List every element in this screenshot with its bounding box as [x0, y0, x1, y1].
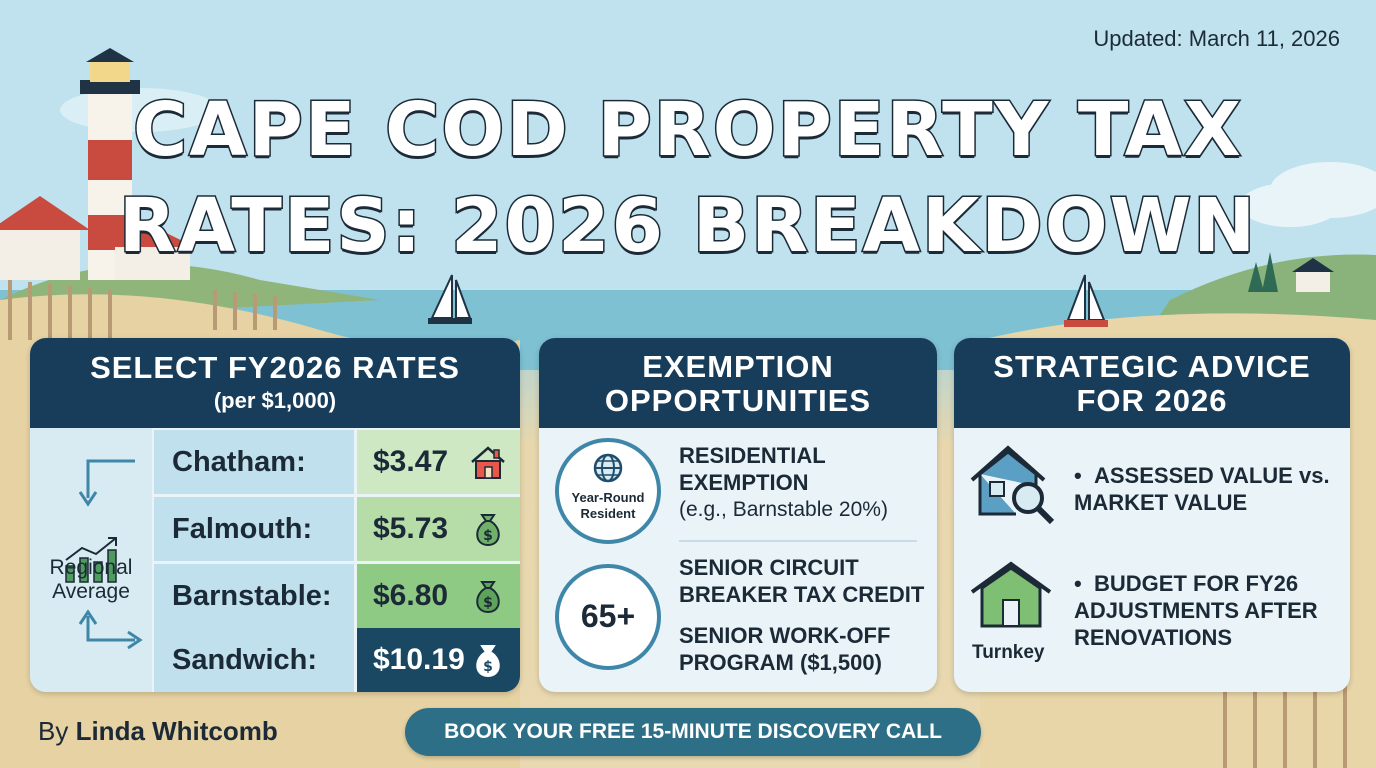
author-name: Linda Whitcomb	[75, 716, 278, 746]
town-label: Falmouth:	[154, 497, 354, 561]
residential-exemption: RESIDENTIAL EXEMPTION (e.g., Barnstable …	[679, 442, 929, 523]
town-label: Sandwich:	[154, 628, 354, 692]
rate-cell: $6.80 $	[357, 564, 520, 628]
money-bag-icon: $	[476, 514, 500, 547]
rates-panel-subtitle: (per $1,000)	[213, 388, 337, 413]
svg-text:$: $	[483, 528, 493, 544]
svg-text:$: $	[483, 659, 493, 675]
house-icon	[471, 446, 505, 479]
rate-row-chatham: Chatham: $3.47	[154, 430, 520, 494]
rate-value: $3.47	[373, 445, 449, 478]
rates-panel-title: SELECT FY2026 RATES	[90, 350, 460, 385]
bar-chart-icon	[65, 537, 117, 583]
house-search-icon	[970, 445, 1055, 525]
rate-cell: $10.19 $	[357, 628, 520, 692]
advice-item-assessed-value: • ASSESSED VALUE vs. MARKET VALUE	[1074, 462, 1334, 516]
title-line-2: RATES: 2026 BREAKDOWN	[117, 182, 1258, 271]
residential-exemption-title: RESIDENTIAL EXEMPTION	[679, 443, 826, 495]
town-label: Chatham:	[154, 430, 354, 494]
exemptions-title-line-2: OPPORTUNITIES	[604, 383, 872, 418]
resident-badge-label: Year-Round Resident	[571, 490, 645, 521]
rate-value: $6.80	[373, 579, 449, 612]
bullet: •	[1074, 571, 1082, 596]
advice-panel: STRATEGIC ADVICE FOR 2026 • ASSESSED VALU…	[954, 338, 1350, 692]
rates-panel-header: SELECT FY2026 RATES (per $1,000)	[30, 338, 520, 428]
advice-item-budget: • BUDGET FOR FY26 ADJUSTMENTS AFTER RENOV…	[1074, 570, 1344, 651]
sailboat-icon	[428, 274, 1108, 327]
title-line-1: CAPE COD PROPERTY TAX	[132, 86, 1243, 175]
rate-row-sandwich: Sandwich: $10.19 $	[154, 628, 520, 692]
exemptions-panel: EXEMPTION OPPORTUNITIES Year-Round Resid…	[539, 338, 937, 692]
author-byline: By Linda Whitcomb	[38, 716, 278, 747]
advice-title-line-2: FOR 2026	[1076, 383, 1228, 418]
rate-value: $5.73	[373, 512, 449, 545]
regional-average-column: Regional Average	[30, 428, 152, 692]
rate-cell: $3.47	[357, 430, 520, 494]
exemptions-panel-header: EXEMPTION OPPORTUNITIES	[539, 338, 937, 428]
senior-programs: SENIOR CIRCUIT BREAKER TAX CREDIT SENIOR…	[679, 554, 929, 676]
updated-date: Updated: March 11, 2026	[1093, 26, 1340, 51]
senior-work-off: SENIOR WORK-OFF PROGRAM ($1,500)	[679, 623, 891, 675]
byline-prefix: By	[38, 716, 69, 746]
book-discovery-call-button[interactable]: BOOK YOUR FREE 15-MINUTE DISCOVERY CALL	[405, 708, 981, 756]
regional-average-label: Regional Average	[49, 556, 133, 603]
rate-value: $10.19	[373, 643, 465, 676]
town-label: Barnstable:	[154, 564, 354, 628]
regional-arrows-icon	[78, 459, 143, 650]
advice-panel-header: STRATEGIC ADVICE FOR 2026	[954, 338, 1350, 428]
residential-exemption-note: (e.g., Barnstable 20%)	[679, 498, 888, 521]
bullet: •	[1074, 463, 1082, 488]
rates-panel: SELECT FY2026 RATES (per $1,000) Regiona…	[30, 338, 520, 692]
turnkey-house-icon	[970, 561, 1052, 628]
money-bag-icon: $	[476, 645, 500, 678]
globe-icon	[593, 453, 623, 483]
senior-badge: 65+	[555, 564, 661, 670]
rate-row-falmouth: Falmouth: $5.73 $	[154, 497, 520, 561]
rate-cell: $5.73 $	[357, 497, 520, 561]
rate-row-barnstable: Barnstable: $6.80 $	[154, 564, 520, 628]
senior-circuit-breaker: SENIOR CIRCUIT BREAKER TAX CREDIT	[679, 555, 925, 607]
divider	[679, 540, 917, 542]
svg-text:$: $	[483, 595, 493, 611]
advice-item-2-text: BUDGET FOR FY26 ADJUSTMENTS AFTER RENOVA…	[1074, 571, 1318, 650]
year-round-resident-badge: Year-Round Resident	[555, 438, 661, 544]
exemptions-title-line-1: EXEMPTION	[642, 349, 834, 384]
page-title: CAPE COD PROPERTY TAX RATES: 2026 BREAKD…	[0, 82, 1376, 274]
advice-item-1-text: ASSESSED VALUE vs. MARKET VALUE	[1074, 463, 1330, 515]
senior-badge-label: 65+	[580, 598, 636, 634]
money-bag-icon: $	[476, 581, 500, 614]
advice-title-line-1: STRATEGIC ADVICE	[993, 349, 1311, 384]
cottage-icon	[0, 196, 195, 280]
lighthouse-icon	[80, 48, 140, 280]
turnkey-label: Turnkey	[972, 642, 1045, 663]
